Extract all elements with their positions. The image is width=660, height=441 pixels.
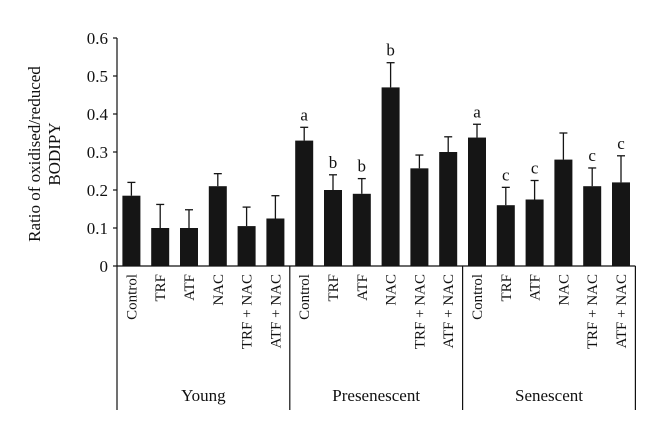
y-axis-title-line: BODIPY bbox=[45, 122, 64, 185]
bar bbox=[496, 205, 515, 266]
bar bbox=[468, 137, 486, 266]
bar bbox=[324, 190, 342, 266]
group-label: Presenescent bbox=[332, 386, 420, 405]
bar bbox=[410, 168, 429, 266]
x-category-label: TRF + NAC bbox=[585, 274, 601, 349]
y-axis-title-line: Ratio of oxidised/reduced bbox=[25, 66, 44, 242]
y-tick-label: 0.1 bbox=[87, 219, 108, 238]
bar bbox=[612, 182, 630, 266]
y-tick-label: 0.3 bbox=[87, 143, 108, 162]
x-category-label: TRF bbox=[326, 274, 342, 302]
x-category-label: TRF + NAC bbox=[240, 274, 256, 349]
x-category-label: ATF + NAC bbox=[441, 274, 457, 348]
group-label: Young bbox=[181, 386, 226, 405]
bar bbox=[208, 186, 227, 266]
bar bbox=[439, 152, 458, 266]
y-tick-label: 0.5 bbox=[87, 67, 108, 86]
y-tick-label: 0.6 bbox=[87, 29, 108, 48]
significance-letter: c bbox=[531, 159, 539, 178]
bar bbox=[295, 140, 314, 266]
x-category-label: TRF + NAC bbox=[412, 274, 428, 349]
x-category-label: NAC bbox=[556, 274, 572, 306]
bars: a b b b a c c c c bbox=[122, 41, 630, 267]
significance-letter: b bbox=[329, 153, 338, 172]
significance-letter: c bbox=[502, 165, 510, 184]
y-axis-label: Ratio of oxidised/reduced BODIPY bbox=[25, 66, 64, 242]
group-label: Senescent bbox=[515, 386, 583, 405]
x-category-label: ATF bbox=[182, 274, 198, 301]
x-category-label: ATF bbox=[355, 274, 371, 301]
bar bbox=[151, 228, 170, 266]
y-tick-label: 0.4 bbox=[87, 105, 109, 124]
bar bbox=[554, 159, 573, 266]
x-category-label: Control bbox=[297, 274, 313, 320]
y-tick-label: 0 bbox=[100, 257, 109, 276]
x-category-label: ATF bbox=[528, 274, 544, 301]
y-tick-label: 0.2 bbox=[87, 181, 108, 200]
x-category-label: ATF + NAC bbox=[614, 274, 630, 348]
significance-letter: a bbox=[473, 102, 481, 121]
bar bbox=[266, 218, 285, 266]
significance-letter: b bbox=[358, 157, 367, 176]
x-category-label: TRF bbox=[499, 274, 515, 302]
bar bbox=[352, 193, 371, 266]
x-axis: Control TRF ATF NAC TRF + NAC ATF + NAC Young C… bbox=[116, 265, 637, 410]
bar bbox=[180, 228, 198, 266]
bar bbox=[122, 195, 141, 266]
significance-letter: c bbox=[617, 134, 625, 153]
x-category-label: NAC bbox=[211, 274, 227, 306]
bar bbox=[381, 87, 400, 267]
bar bbox=[237, 226, 256, 266]
y-axis: 0 0.1 0.2 0.3 0.4 0.5 0.6 bbox=[87, 29, 118, 276]
x-category-label: NAC bbox=[384, 274, 400, 306]
x-category-label: ATF + NAC bbox=[268, 274, 284, 348]
significance-letter: b bbox=[386, 41, 395, 60]
bar bbox=[525, 199, 544, 266]
significance-letter: a bbox=[300, 105, 308, 124]
x-category-label: TRF bbox=[153, 274, 169, 302]
significance-letter: c bbox=[588, 146, 596, 165]
x-category-label: Control bbox=[470, 274, 486, 320]
x-category-label: Control bbox=[124, 274, 140, 320]
bar bbox=[583, 186, 602, 266]
